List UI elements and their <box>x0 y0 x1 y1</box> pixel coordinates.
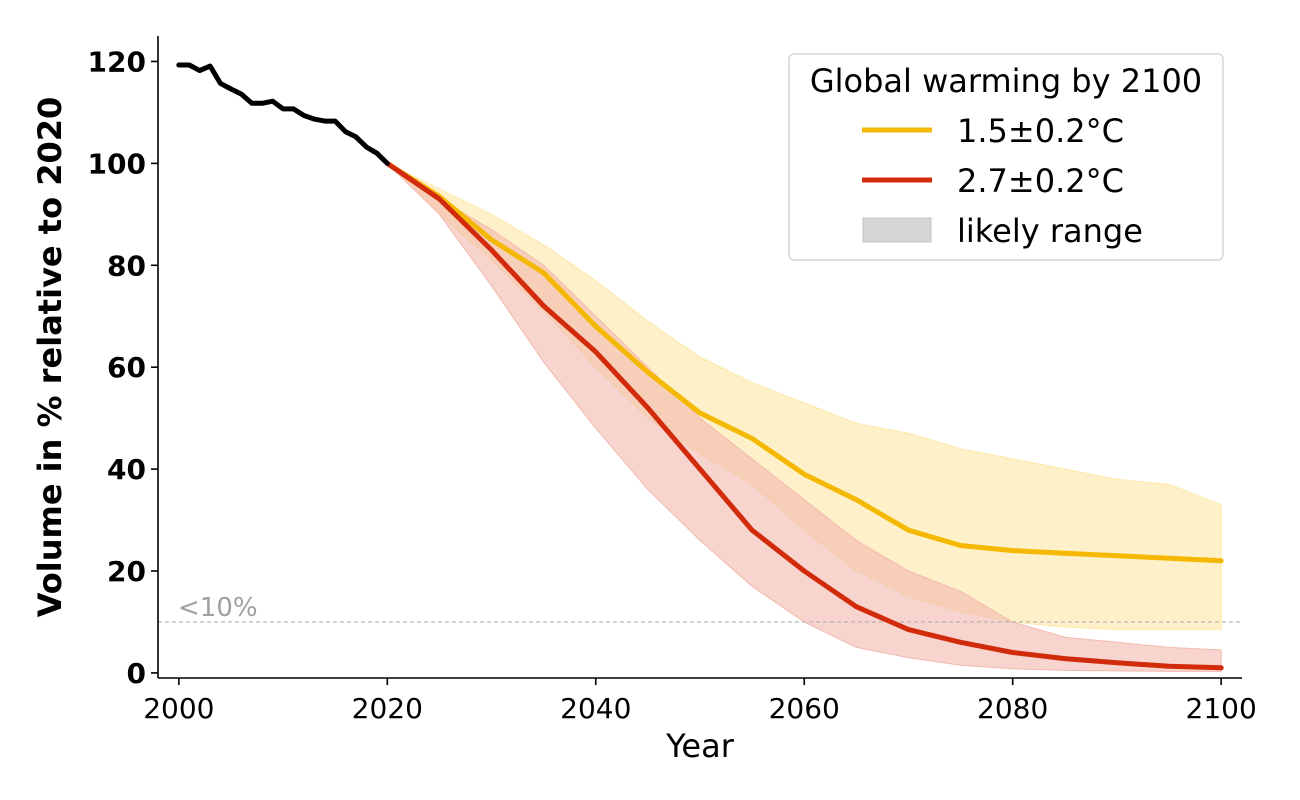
series-line-historical <box>176 62 390 166</box>
x-tick-label-2080: 2080 <box>977 692 1048 725</box>
x-tick-label-2100: 2100 <box>1186 692 1257 725</box>
x-tick-label-2060: 2060 <box>769 692 840 725</box>
y-tick-label-20: 20 <box>107 555 146 588</box>
x-tick-label-2040: 2040 <box>560 692 631 725</box>
legend-frame <box>788 53 1224 261</box>
legend: Global warming by 2100 1.5±0.2°C 2.7±0.2… <box>788 53 1224 261</box>
y-axis-label: Volume in % relative to 2020 <box>31 97 69 618</box>
y-tick-label-80: 80 <box>107 249 146 282</box>
y-tick-label-40: 40 <box>107 453 146 486</box>
legend-label-1-5c: 1.5±0.2°C <box>957 112 1124 150</box>
legend-title: Global warming by 2100 <box>810 62 1202 100</box>
legend-label-likely-range: likely range <box>957 212 1143 250</box>
y-tick-label-120: 120 <box>88 45 146 78</box>
y-tick-label-100: 100 <box>88 147 146 180</box>
y-tick-label-0: 0 <box>127 657 146 690</box>
legend-label-2-7c: 2.7±0.2°C <box>957 162 1124 200</box>
x-tick-label-2000: 2000 <box>143 692 214 725</box>
x-tick-label-2020: 2020 <box>352 692 423 725</box>
series-line-1-5c <box>384 160 1224 564</box>
x-axis-label: Year <box>665 727 735 765</box>
y-tick-label-60: 60 <box>107 351 146 384</box>
series-line-2-7c <box>384 160 1224 671</box>
legend-swatch-likely-range <box>862 217 932 243</box>
reference-line-label: <10% <box>178 593 258 623</box>
reference-line-group: <10% <box>158 593 1242 623</box>
series-lines <box>176 62 1224 671</box>
